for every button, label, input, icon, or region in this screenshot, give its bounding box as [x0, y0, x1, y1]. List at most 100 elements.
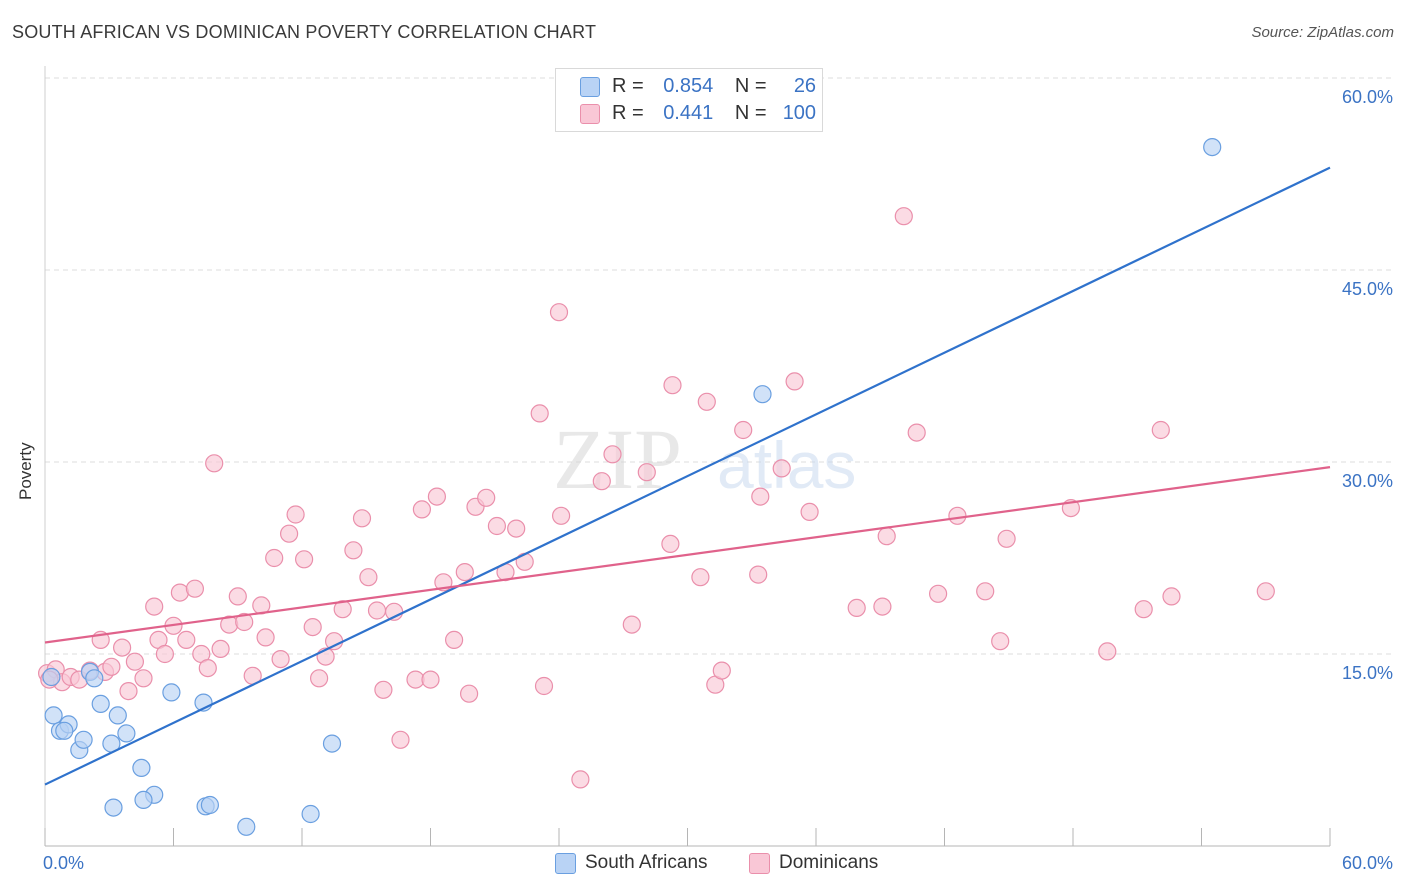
dominican-point [1151, 420, 1170, 440]
dominican-point [427, 487, 446, 506]
dominican-point [637, 463, 656, 482]
dominican-point [374, 680, 393, 699]
dominican-point [295, 550, 314, 569]
legend-swatch-south-africans [555, 853, 576, 874]
dominican-point [847, 598, 866, 618]
dominican-point [712, 661, 731, 680]
dominican-point [455, 562, 474, 582]
dominican-point [280, 524, 299, 543]
dominican-point [256, 628, 275, 647]
dominican-point [119, 681, 138, 701]
dominican-point [125, 652, 144, 671]
y-tick-label: 45.0% [1342, 279, 1393, 299]
legend-r-label: R = [612, 75, 644, 97]
south-african-point [42, 667, 61, 687]
dominican-point [1098, 642, 1117, 661]
south-africans-trend-line [44, 166, 1331, 786]
dominican-point [948, 506, 967, 525]
x-tick-label: 0.0% [43, 853, 84, 873]
dominican-point [170, 583, 189, 602]
dominican-point [359, 568, 378, 587]
chart-title: SOUTH AFRICAN VS DOMINICAN POVERTY CORRE… [12, 22, 597, 42]
data-points [37, 138, 1275, 836]
legend-r-value: 0.441 [663, 102, 714, 124]
south-african-point [108, 706, 127, 725]
dominican-point [310, 669, 329, 688]
legend-n-value: 26 [793, 75, 817, 97]
dominican-point [265, 548, 284, 568]
x-tick-label: 60.0% [1342, 853, 1393, 873]
dominican-point [460, 684, 479, 703]
dominican-point [286, 505, 305, 524]
dominican-point [325, 632, 344, 651]
dominican-point [691, 568, 710, 587]
legend-n-label: N = [734, 75, 767, 97]
dominican-point [352, 509, 372, 528]
x-tick-labels: 0.0% 60.0% [43, 853, 1393, 873]
legend-swatch-dominicans [580, 104, 600, 124]
dominican-point [997, 529, 1016, 548]
dominican-point [534, 676, 554, 696]
dominican-point [873, 597, 892, 616]
dominican-point [112, 638, 132, 657]
dominican-point [928, 584, 948, 603]
dominican-point [1134, 600, 1153, 619]
south-african-point [74, 730, 93, 749]
correlation-legend: R = 0.854 N = 26 R = 0.441 N = 100 [555, 68, 823, 132]
south-african-point [44, 706, 63, 725]
dominican-point [549, 303, 569, 322]
dominican-point [772, 459, 791, 478]
south-african-point [162, 683, 181, 702]
legend-r-label: R = [612, 102, 644, 124]
dominican-point [507, 519, 526, 538]
dominican-point [333, 600, 352, 619]
dominican-point [412, 500, 431, 519]
dominican-point [1162, 587, 1181, 606]
dominican-point [271, 649, 290, 669]
legend-swatch-dominicans [749, 853, 770, 874]
dominican-point [734, 420, 753, 440]
legend-n-value: 100 [782, 102, 817, 124]
x-ticks [44, 828, 1331, 846]
south-african-point [1203, 138, 1222, 157]
dominican-point [445, 630, 464, 650]
legend-label-dominicans: Dominicans [779, 852, 879, 873]
axes [44, 66, 1330, 847]
y-tick-labels: 15.0% 30.0% 45.0% 60.0% [1342, 87, 1393, 683]
dominican-point [477, 488, 496, 507]
dominican-point [487, 516, 506, 536]
dominican-point [976, 582, 995, 601]
dominican-point [211, 639, 230, 659]
y-tick-label: 30.0% [1342, 471, 1393, 491]
dominican-point [622, 615, 641, 634]
dominican-point [344, 541, 363, 560]
south-african-point [134, 790, 153, 810]
dominican-point [177, 630, 196, 650]
dominican-point [155, 644, 174, 664]
dominican-point [235, 612, 254, 632]
south-african-point [237, 817, 256, 836]
dominican-point [603, 445, 622, 464]
dominican-point [367, 601, 387, 620]
y-tick-label: 15.0% [1342, 663, 1393, 683]
south-african-point [104, 798, 123, 817]
dominican-point [894, 207, 913, 226]
dominican-point [592, 472, 611, 491]
dominican-point [991, 632, 1010, 651]
dominican-point [303, 617, 322, 637]
legend-swatch-south-africans [580, 77, 600, 97]
dominican-point [421, 670, 440, 689]
y-tick-label: 60.0% [1342, 87, 1393, 107]
south-african-point [200, 795, 219, 815]
south-african-point [55, 721, 74, 740]
source-label: Source: ZipAtlas.com [1251, 24, 1394, 41]
dominican-point [877, 527, 896, 546]
south-african-point [85, 669, 104, 688]
dominican-point [134, 669, 153, 688]
dominican-point [571, 770, 590, 789]
dominican-point [515, 552, 534, 571]
south-african-point [301, 804, 320, 824]
dominican-point [661, 534, 680, 554]
dominican-point [751, 487, 770, 506]
